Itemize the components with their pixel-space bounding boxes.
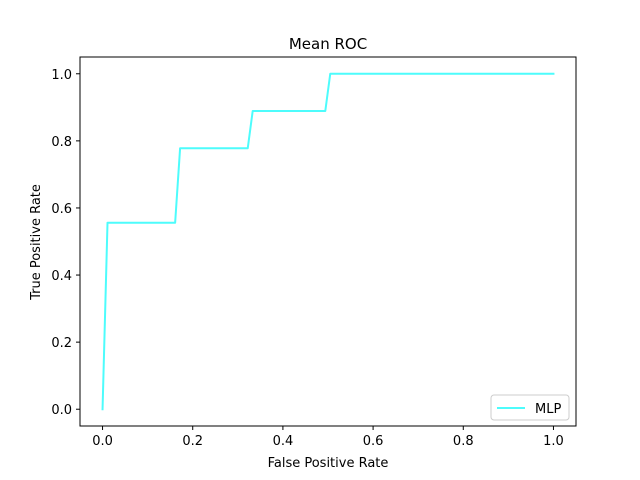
x-tick-label: 1.0 <box>543 434 564 449</box>
x-tick-label: 0.6 <box>363 434 384 449</box>
y-tick-label: 0.8 <box>51 135 72 150</box>
plot-area <box>79 56 577 427</box>
x-axis-label: False Positive Rate <box>268 456 389 471</box>
x-tick-label: 0.8 <box>453 434 474 449</box>
y-axis-label: True Positive Rate <box>29 184 44 301</box>
y-tick-label: 0.2 <box>51 336 72 351</box>
x-tick-label: 0.2 <box>182 434 203 449</box>
y-axis-ticks: 0.0 0.2 0.4 0.6 0.8 1.0 <box>51 68 80 418</box>
legend: MLP <box>490 394 570 421</box>
y-tick-label: 0.0 <box>51 403 72 418</box>
legend-box <box>490 394 570 421</box>
y-tick-label: 0.4 <box>51 269 72 284</box>
y-tick-label: 0.6 <box>51 202 72 217</box>
legend-label-mlp: MLP <box>535 402 561 417</box>
axes-frame <box>79 56 577 427</box>
y-tick-label: 1.0 <box>51 68 72 83</box>
series-layer <box>101 72 555 411</box>
x-axis-ticks: 0.0 0.2 0.4 0.6 0.8 1.0 <box>92 426 564 449</box>
x-tick-label: 0.4 <box>273 434 294 449</box>
chart-title: Mean ROC <box>289 35 367 53</box>
x-tick-label: 0.0 <box>92 434 113 449</box>
series-line-mlp <box>101 72 555 411</box>
